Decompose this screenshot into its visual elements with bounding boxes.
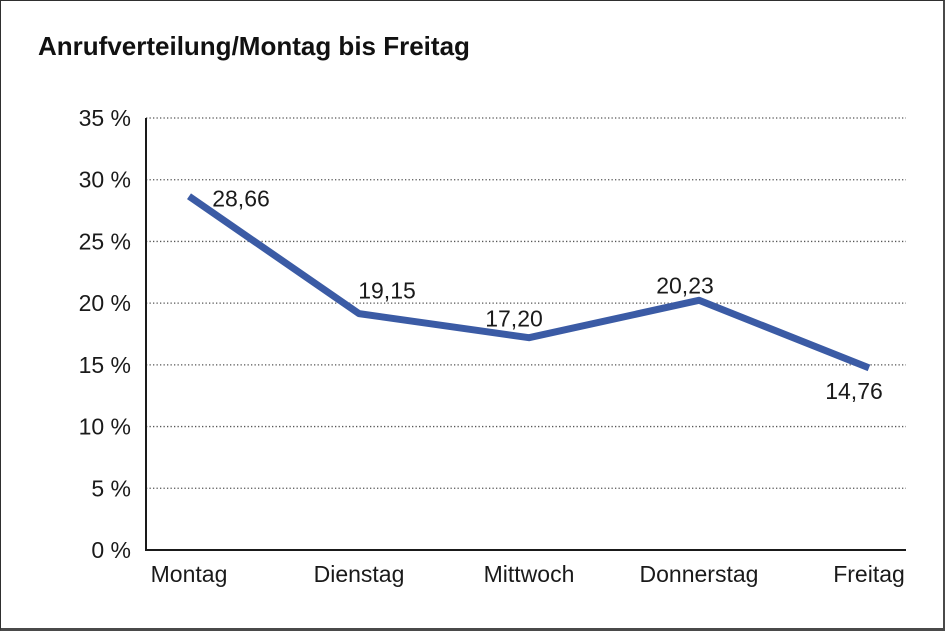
data-label: 20,23 bbox=[656, 272, 714, 298]
y-tick-label: 25 % bbox=[79, 228, 131, 254]
y-tick-label: 20 % bbox=[79, 290, 131, 316]
y-tick-label: 0 % bbox=[91, 537, 131, 563]
chart-title: Anrufverteilung/Montag bis Freitag bbox=[38, 31, 470, 61]
y-tick-label: 5 % bbox=[91, 475, 131, 501]
data-line bbox=[187, 193, 871, 372]
y-tick-label: 15 % bbox=[79, 352, 131, 378]
x-category-label: Dienstag bbox=[314, 561, 405, 587]
x-category-label: Mittwoch bbox=[484, 561, 575, 587]
data-label: 19,15 bbox=[358, 278, 416, 304]
y-tick-label: 35 % bbox=[79, 105, 131, 131]
data-label: 17,20 bbox=[485, 306, 543, 332]
y-tick-label: 30 % bbox=[79, 167, 131, 193]
y-tick-label: 10 % bbox=[79, 414, 131, 440]
x-category-label: Freitag bbox=[833, 561, 905, 587]
data-label: 28,66 bbox=[212, 185, 270, 211]
x-category-label: Donnerstag bbox=[640, 561, 759, 587]
data-label: 14,76 bbox=[825, 378, 883, 404]
x-category-label: Montag bbox=[151, 561, 228, 587]
